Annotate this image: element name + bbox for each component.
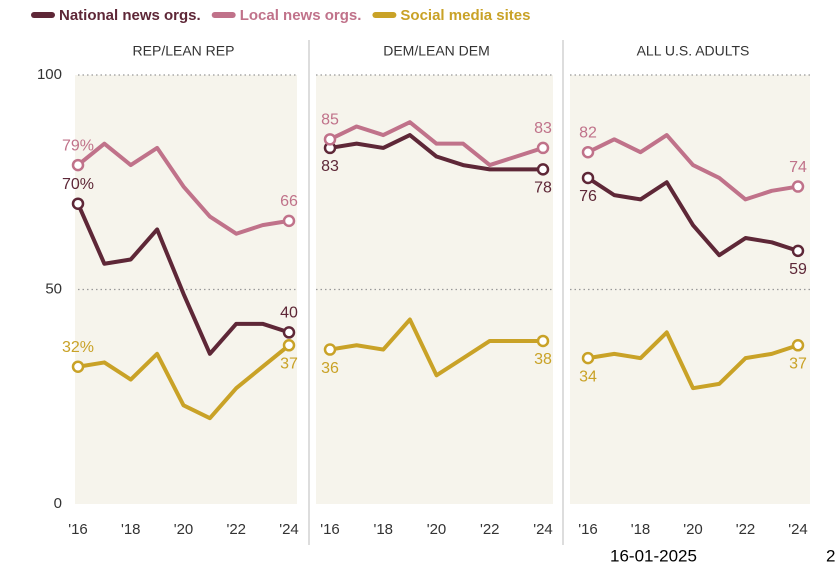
x-tick-label: '24: [533, 521, 553, 538]
series-line: [329, 120, 544, 168]
x-tick-label: '20: [427, 521, 447, 538]
data-label: 40: [280, 305, 298, 322]
data-label: 37: [789, 355, 807, 372]
end-point: [282, 326, 296, 339]
series-line: [76, 141, 290, 236]
data-label: 83: [321, 158, 339, 175]
data-label: 76: [579, 188, 597, 205]
x-tick-label: '18: [631, 521, 651, 538]
end-point: [71, 197, 85, 210]
footer-date: 16-01-2025: [610, 546, 697, 565]
x-tick-label: '22: [480, 521, 500, 538]
data-label: 66: [280, 193, 298, 210]
series-line: [77, 343, 291, 421]
series-line: [586, 176, 799, 258]
end-point: [581, 171, 595, 185]
x-tick-label: '18: [373, 521, 393, 538]
end-point: [282, 214, 296, 228]
data-label: 36: [321, 360, 339, 377]
series-line: [587, 330, 799, 391]
data-label: 78: [534, 180, 552, 197]
series-line: [329, 133, 543, 172]
data-label: 83: [534, 120, 552, 137]
data-label: 34: [579, 368, 597, 385]
series-line: [587, 133, 799, 202]
x-tick-label: '22: [736, 521, 756, 538]
data-label: 37: [280, 355, 298, 372]
x-tick-label: '20: [683, 521, 703, 538]
y-tick-label: 0: [54, 495, 62, 512]
end-point: [581, 351, 595, 365]
x-tick-label: '22: [226, 521, 246, 538]
legend-label: Local news orgs.: [240, 7, 362, 24]
panel-title: REP/LEAN REP: [133, 43, 235, 59]
x-tick-label: '16: [320, 521, 340, 538]
x-tick-label: '20: [174, 521, 194, 538]
x-tick-label: '24: [788, 521, 808, 538]
data-label: 38: [534, 351, 552, 368]
legend-label: National news orgs.: [59, 7, 201, 24]
end-point: [791, 244, 805, 258]
end-point: [323, 343, 337, 356]
end-point: [536, 163, 550, 176]
end-point: [581, 145, 595, 159]
end-point: [536, 141, 550, 155]
series-line: [76, 202, 290, 356]
data-label: 85: [321, 112, 339, 129]
end-point: [71, 158, 85, 172]
data-label: 32%: [62, 339, 94, 356]
series-line: [329, 317, 543, 378]
data-label: 79%: [62, 137, 94, 154]
y-tick-label: 50: [45, 280, 62, 297]
end-point: [71, 360, 85, 373]
data-label: 59: [789, 261, 807, 278]
x-tick-label: '16: [68, 521, 88, 538]
panel-title: ALL U.S. ADULTS: [637, 43, 750, 59]
data-label: 74: [789, 159, 807, 176]
legend-label: Social media sites: [400, 7, 530, 24]
end-point: [323, 133, 337, 146]
end-point: [791, 180, 805, 193]
end-point: [536, 334, 550, 348]
x-tick-label: '16: [578, 521, 598, 538]
data-label: 82: [579, 124, 597, 141]
page-number: 2: [826, 546, 835, 565]
data-label: 70%: [62, 176, 94, 193]
panel-title: DEM/LEAN DEM: [383, 43, 490, 59]
panel-background: [570, 75, 810, 504]
y-tick-label: 100: [37, 66, 62, 83]
end-point: [282, 339, 296, 352]
x-tick-label: '24: [279, 521, 299, 538]
end-point: [791, 339, 805, 352]
x-tick-label: '18: [121, 521, 141, 538]
